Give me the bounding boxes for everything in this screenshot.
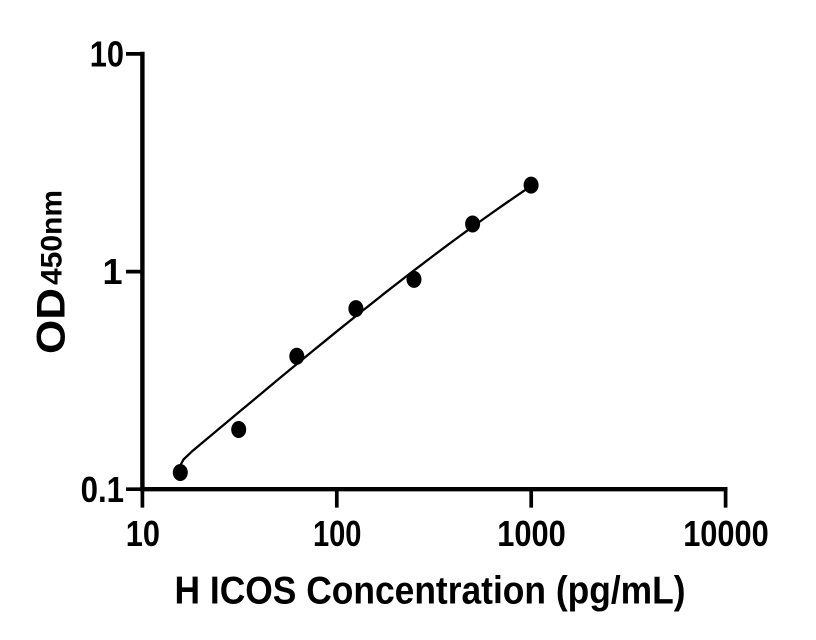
svg-text:1000: 1000 <box>497 513 566 554</box>
svg-text:0.1: 0.1 <box>81 469 124 510</box>
svg-text:OD: OD <box>30 288 74 354</box>
svg-text:450nm: 450nm <box>36 190 69 285</box>
svg-text:1: 1 <box>102 251 122 292</box>
svg-text:H ICOS Concentration (pg/mL): H ICOS Concentration (pg/mL) <box>175 570 686 613</box>
svg-text:100: 100 <box>313 513 362 554</box>
svg-text:10: 10 <box>90 34 124 75</box>
svg-text:10: 10 <box>126 513 160 554</box>
svg-text:10000: 10000 <box>683 513 769 554</box>
